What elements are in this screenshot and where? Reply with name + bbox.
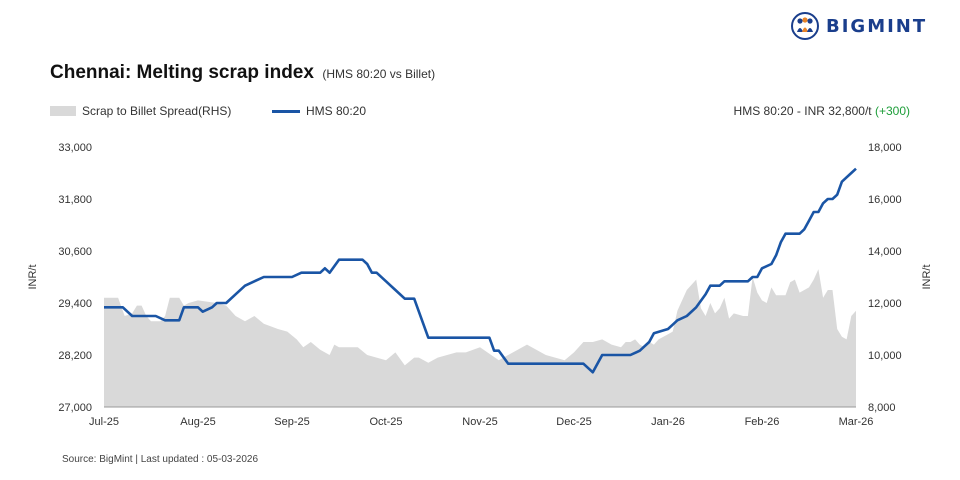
price-summary-text: HMS 80:20 - INR 32,800/t bbox=[733, 104, 872, 118]
y-right-tick-label: 8,000 bbox=[868, 402, 896, 414]
y-left-tick-label: 30,600 bbox=[58, 246, 92, 258]
hms-line bbox=[104, 167, 857, 374]
price-change: (+300) bbox=[874, 104, 910, 118]
axis-layer: Jul-25 Aug-25 Sep-25 Oct-25 Nov-25 Dec-25 Jan-… bbox=[27, 142, 933, 428]
price-summary: HMS 80:20 - INR 32,800/t (+300) bbox=[734, 104, 910, 118]
legend-line-swatch bbox=[272, 109, 300, 113]
x-tick-label: Nov-25 bbox=[462, 416, 497, 428]
x-tick-label: Dec-25 bbox=[556, 416, 591, 428]
chart-title-sub: (HMS 80:20 vs Billet) bbox=[322, 67, 436, 81]
line-layer bbox=[104, 167, 857, 374]
x-tick-label: Jul-25 bbox=[89, 416, 119, 428]
x-tick-label: Jan-26 bbox=[651, 416, 685, 428]
legend-area-swatch bbox=[50, 106, 76, 116]
y-right-axis-label: INR/t bbox=[921, 264, 933, 289]
legend-line-label: HMS 80:20 bbox=[306, 104, 367, 118]
x-tick-label: Mar-26 bbox=[839, 416, 874, 428]
area-layer bbox=[104, 269, 856, 407]
y-left-tick-label: 29,400 bbox=[58, 298, 92, 310]
brand-name: BIGMINT bbox=[826, 15, 928, 37]
legend-item-spread: Scrap to Billet Spread(RHS) bbox=[50, 104, 231, 118]
legend-area-label: Scrap to Billet Spread(RHS) bbox=[82, 104, 232, 118]
legend-item-hms: HMS 80:20 bbox=[272, 104, 366, 118]
y-left-tick-label: 27,000 bbox=[58, 402, 92, 414]
brand-logo: BIGMINT bbox=[790, 12, 927, 40]
y-left-tick-label: 31,800 bbox=[58, 194, 92, 206]
y-right-tick-label: 16,000 bbox=[868, 194, 902, 206]
chart-title: Chennai: Melting scrap index (HMS 80:20 … bbox=[50, 62, 435, 84]
y-right-tick-label: 10,000 bbox=[868, 350, 902, 362]
y-right-tick-label: 14,000 bbox=[868, 246, 902, 258]
y-right-tick-label: 12,000 bbox=[868, 298, 902, 310]
x-tick-label: Sep-25 bbox=[274, 416, 309, 428]
chart-title-main: Chennai: Melting scrap index bbox=[50, 62, 314, 83]
x-tick-label: Aug-25 bbox=[180, 416, 215, 428]
x-tick-label: Oct-25 bbox=[369, 416, 402, 428]
source-footer: Source: BigMint | Last updated : 05-03-2… bbox=[62, 454, 259, 465]
spread-area bbox=[104, 269, 856, 407]
people-icon bbox=[791, 12, 819, 40]
y-right-tick-label: 18,000 bbox=[868, 142, 902, 154]
y-left-tick-label: 28,200 bbox=[58, 350, 92, 362]
y-left-axis-label: INR/t bbox=[27, 264, 39, 289]
x-tick-label: Feb-26 bbox=[745, 416, 780, 428]
y-left-tick-label: 33,000 bbox=[58, 142, 92, 154]
